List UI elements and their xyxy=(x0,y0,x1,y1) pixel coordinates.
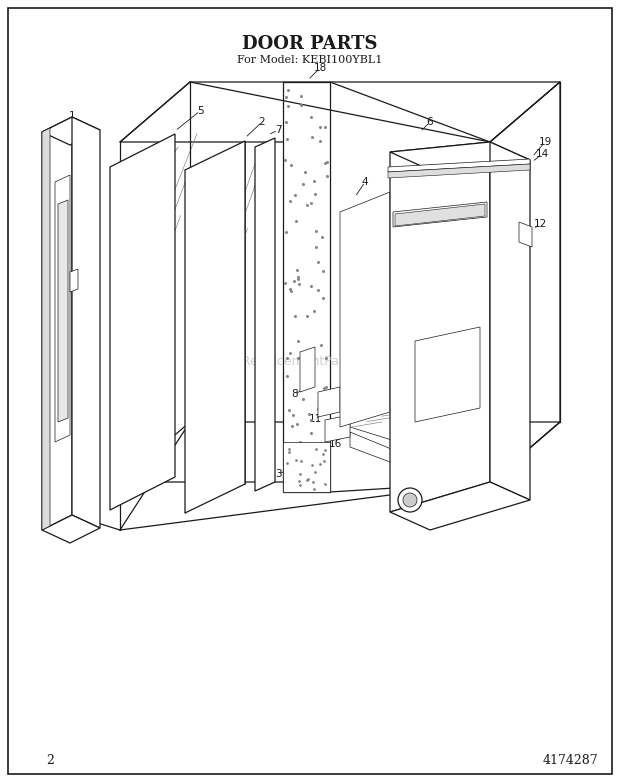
Polygon shape xyxy=(185,141,245,513)
Text: 2: 2 xyxy=(46,754,54,766)
Polygon shape xyxy=(42,128,50,530)
Polygon shape xyxy=(390,482,530,530)
Text: 15: 15 xyxy=(423,217,436,227)
Polygon shape xyxy=(395,204,485,226)
Text: 6: 6 xyxy=(427,117,433,127)
Polygon shape xyxy=(415,327,480,422)
Polygon shape xyxy=(120,82,560,142)
Polygon shape xyxy=(55,175,70,442)
Polygon shape xyxy=(350,367,430,452)
Text: 1: 1 xyxy=(69,111,75,121)
Polygon shape xyxy=(120,422,560,482)
Polygon shape xyxy=(283,442,330,492)
Text: 10: 10 xyxy=(394,507,407,517)
Polygon shape xyxy=(255,138,275,491)
Text: DOOR PARTS: DOOR PARTS xyxy=(242,35,378,53)
Polygon shape xyxy=(490,82,560,482)
Polygon shape xyxy=(350,432,430,477)
Polygon shape xyxy=(70,269,78,292)
Text: 14: 14 xyxy=(536,149,549,159)
Text: 2: 2 xyxy=(259,117,265,127)
Text: 8: 8 xyxy=(291,389,298,399)
Text: 16: 16 xyxy=(329,439,342,449)
Text: 4174287: 4174287 xyxy=(542,754,598,766)
Polygon shape xyxy=(519,222,532,247)
Text: 18: 18 xyxy=(313,63,327,73)
Text: eReplacementParts.com: eReplacementParts.com xyxy=(234,356,386,368)
Polygon shape xyxy=(283,82,330,492)
Polygon shape xyxy=(300,347,315,392)
Polygon shape xyxy=(388,159,530,172)
Polygon shape xyxy=(350,212,460,362)
Polygon shape xyxy=(318,387,340,417)
Text: For Model: KEBI100YBL1: For Model: KEBI100YBL1 xyxy=(237,55,383,65)
Text: 19: 19 xyxy=(538,137,552,147)
Polygon shape xyxy=(42,117,100,145)
Polygon shape xyxy=(390,142,530,170)
Polygon shape xyxy=(42,117,72,530)
Polygon shape xyxy=(340,192,390,427)
Text: 11: 11 xyxy=(308,414,322,424)
Text: 3: 3 xyxy=(275,469,281,479)
Polygon shape xyxy=(490,142,530,500)
Polygon shape xyxy=(58,200,68,422)
Circle shape xyxy=(398,488,422,512)
Text: 7: 7 xyxy=(275,125,281,135)
Text: 4: 4 xyxy=(361,177,368,187)
Polygon shape xyxy=(330,82,490,492)
Polygon shape xyxy=(388,164,530,178)
Polygon shape xyxy=(393,202,487,227)
Polygon shape xyxy=(390,142,490,512)
Polygon shape xyxy=(325,415,350,442)
Polygon shape xyxy=(72,117,100,528)
Polygon shape xyxy=(42,515,100,543)
Circle shape xyxy=(403,493,417,507)
Text: 12: 12 xyxy=(533,219,547,229)
Text: 5: 5 xyxy=(197,106,203,116)
Polygon shape xyxy=(110,134,175,510)
